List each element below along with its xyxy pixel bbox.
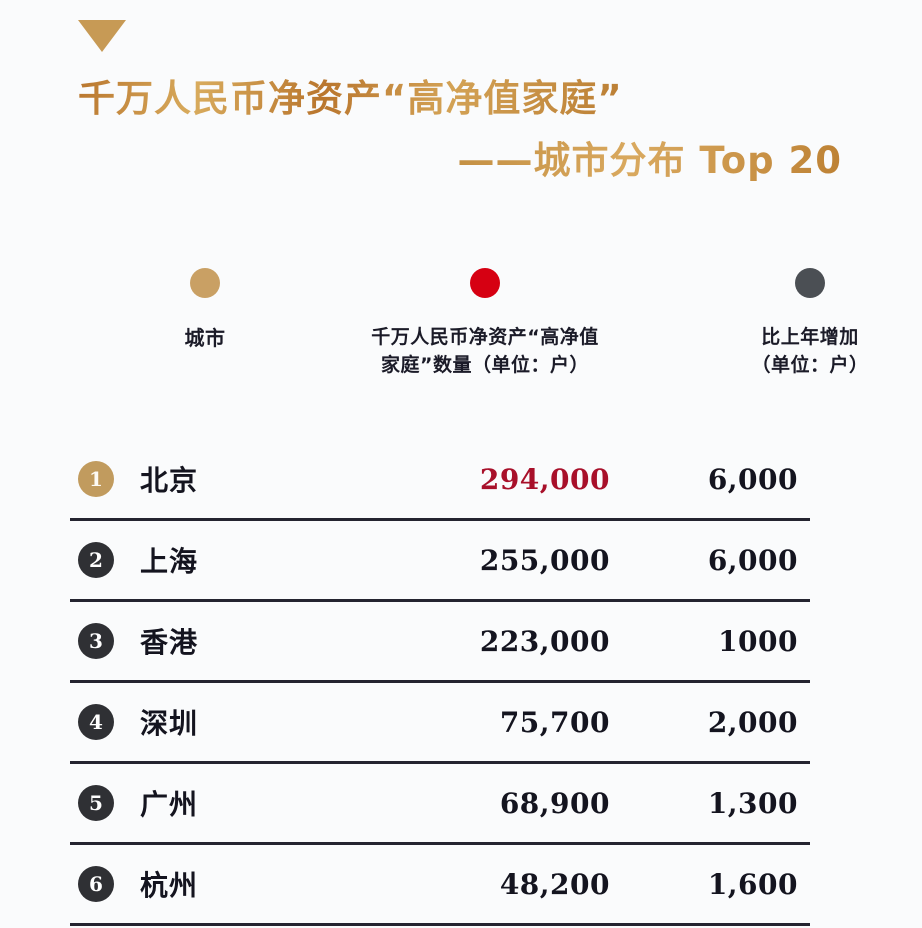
count-value: 255,000 [479, 543, 610, 577]
rank-badge: 5 [78, 785, 114, 821]
increase-value: 1,600 [707, 867, 798, 901]
table-row: 2 上海 255,000 6,000 [70, 521, 810, 602]
table-row: 1 北京 294,000 6,000 [70, 440, 810, 521]
rank-badge: 4 [78, 704, 114, 740]
city-name: 上海 [140, 545, 199, 578]
gray-dot-icon [795, 268, 825, 298]
page-title-line2: ——城市分布 Top 20 [0, 130, 842, 184]
column-header-increase-line1: 比上年增加 [761, 326, 859, 348]
count-value: 48,200 [499, 867, 610, 901]
increase-value: 6,000 [707, 462, 798, 496]
ranking-table: 1 北京 294,000 6,000 2 上海 255,000 6,000 3 … [70, 440, 810, 926]
table-column-header: 城市 千万人民币净资产“高净值 家庭”数量（单位：户） 比上年增加 （单位：户） [70, 268, 868, 403]
column-header-increase: 比上年增加 （单位：户） [670, 268, 922, 379]
increase-value: 2,000 [707, 705, 798, 739]
rank-badge: 3 [78, 623, 114, 659]
table-row: 6 杭州 48,200 1,600 [70, 845, 810, 926]
city-name: 广州 [140, 788, 199, 821]
rank-badge: 1 [78, 461, 114, 497]
gold-dot-icon [190, 268, 220, 298]
increase-value: 1,300 [707, 786, 798, 820]
count-value: 75,700 [499, 705, 610, 739]
count-value: 294,000 [479, 462, 610, 496]
count-value: 223,000 [479, 624, 610, 658]
column-header-count: 千万人民币净资产“高净值 家庭”数量（单位：户） [300, 268, 670, 379]
column-header-city-label: 城市 [184, 326, 226, 350]
table-row: 4 深圳 75,700 2,000 [70, 683, 810, 764]
city-name: 北京 [140, 464, 199, 497]
column-header-city: 城市 [110, 268, 300, 353]
increase-value: 1000 [718, 624, 798, 658]
column-header-count-line2: 家庭”数量（单位：户） [381, 353, 589, 376]
red-dot-icon [470, 268, 500, 298]
page-title-line1: 千万人民币净资产“高净值家庭” [78, 68, 623, 122]
table-row: 3 香港 223,000 1000 [70, 602, 810, 683]
column-header-count-label: 千万人民币净资产“高净值 家庭”数量（单位：户） [300, 324, 670, 379]
count-value: 68,900 [499, 786, 610, 820]
table-row: 5 广州 68,900 1,300 [70, 764, 810, 845]
increase-value: 6,000 [707, 543, 798, 577]
city-name: 深圳 [140, 707, 199, 740]
rank-badge: 6 [78, 866, 114, 902]
column-header-increase-line2: （单位：户） [751, 353, 869, 376]
triangle-down-icon [78, 20, 126, 52]
rank-badge: 2 [78, 542, 114, 578]
city-name: 杭州 [140, 869, 199, 902]
city-name: 香港 [140, 626, 199, 659]
column-header-count-line1: 千万人民币净资产“高净值 [371, 326, 599, 348]
column-header-increase-label: 比上年增加 （单位：户） [670, 324, 922, 379]
